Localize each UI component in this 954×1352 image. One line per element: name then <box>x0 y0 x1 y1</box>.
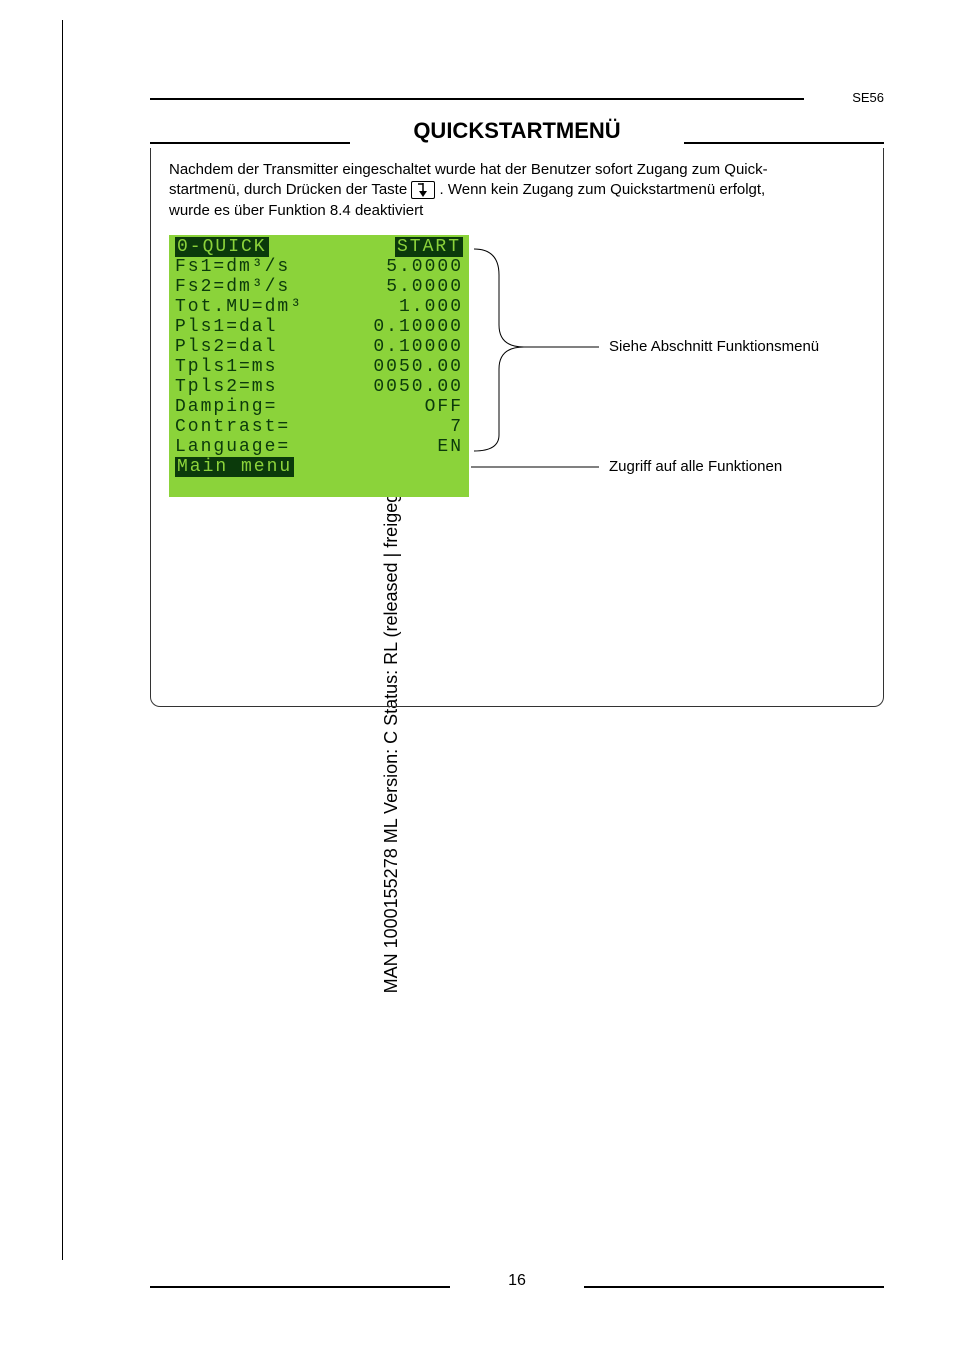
main-content: SE56 QUICKSTARTMENÜ Nachdem der Transmit… <box>150 80 884 707</box>
paragraph-line-1: Nachdem der Transmitter eingeschaltet wu… <box>169 161 768 178</box>
figure-area: 0-QUICKSTARTFs1=dm³/s5.0000Fs2=dm³/s5.00… <box>169 235 865 535</box>
side-divider <box>62 20 63 1260</box>
intro-paragraph: Nachdem der Transmitter eingeschaltet wu… <box>169 160 865 221</box>
paragraph-line-3: wurde es über Funktion 8.4 deaktiviert <box>169 202 423 219</box>
header-bar: SE56 <box>150 80 884 110</box>
down-arrow-key-icon <box>411 181 435 199</box>
document-code: SE56 <box>852 90 884 105</box>
page: MAN 1000155278 ML Version: C Status: RL … <box>0 0 954 1352</box>
title-rule-right <box>684 142 884 144</box>
title-bar: QUICKSTARTMENÜ <box>150 118 884 150</box>
section-title: QUICKSTARTMENÜ <box>150 118 884 144</box>
side-column: MAN 1000155278 ML Version: C Status: RL … <box>42 20 82 1260</box>
header-rule <box>150 98 804 100</box>
callout-all-functions: Zugriff auf alle Funktionen <box>609 458 782 475</box>
paragraph-line-2a: startmenü, durch Drücken der Taste <box>169 181 411 198</box>
footer: 16 <box>150 1268 884 1292</box>
paragraph-line-2b: . Wenn kein Zugang zum Quickstartmenü er… <box>440 181 766 198</box>
section-box: Nachdem der Transmitter eingeschaltet wu… <box>150 148 884 707</box>
footer-rule-right <box>584 1286 884 1288</box>
callout-functions-menu: Siehe Abschnitt Funktionsmenü <box>609 338 819 355</box>
